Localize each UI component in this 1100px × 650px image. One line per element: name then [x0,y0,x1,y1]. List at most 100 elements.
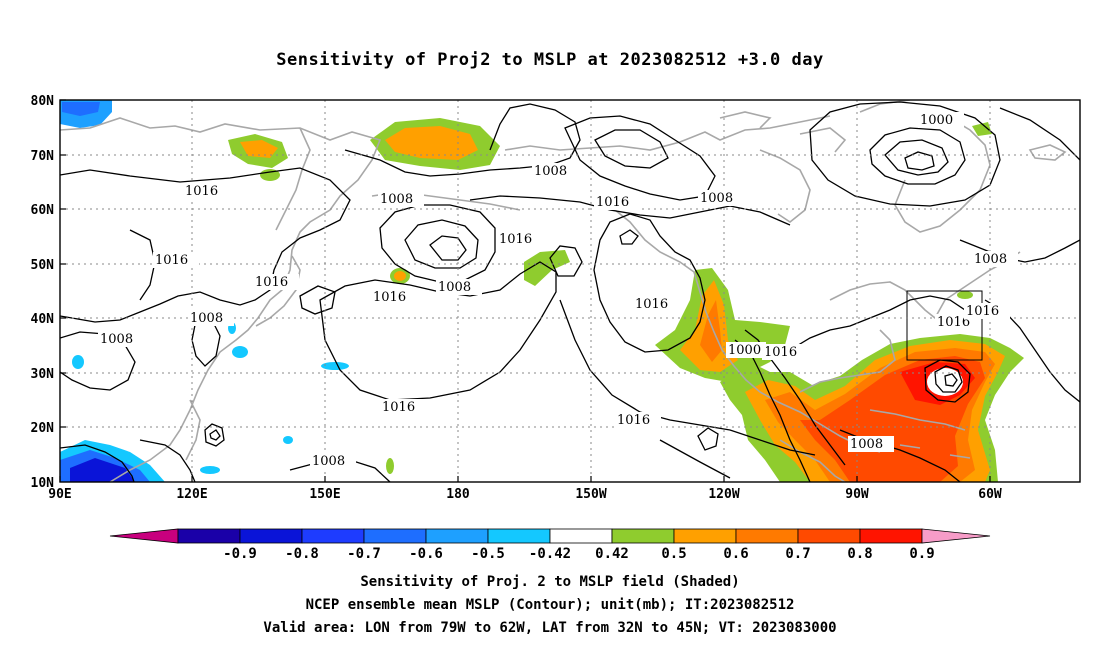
contour-label: 1016 [617,413,650,428]
negative-shade-small-6 [200,466,220,474]
contour-label: 1008 [100,332,133,347]
contour-1008-bering [344,103,581,177]
contour-label: 1016 [937,315,970,330]
asia-coast [60,117,382,482]
hudson-bay [759,149,811,223]
na-west-coast [597,199,881,453]
colorbar-segment [735,528,799,544]
colorbar-tick-label: 0.6 [723,546,748,562]
lon-tick-label: 150W [575,487,606,502]
contour-small-pacific-2 [299,285,336,315]
contour-1016-east-na [789,295,976,351]
contour-label: 1016 [255,275,288,290]
contour-1016-north-atlantic [999,107,1080,161]
colorbar-tick-label: -0.7 [347,546,381,562]
colorbar-tick-label: 0.9 [909,546,934,562]
contour-label: 1008 [700,191,733,206]
positive-shade-kamchatka-core [240,140,278,158]
mslp-contours [60,101,1080,482]
longitude-labels: 90E 120E 150E 180 150W 120W 90W 60W [48,487,1002,502]
lat-tick-label: 20N [31,421,55,436]
contour-1016-west [60,167,351,323]
contour-hurricane-outer [924,359,971,403]
positive-shade-small-3 [394,271,406,281]
colorbar-segment [425,528,489,544]
colorbar-segment [611,528,675,544]
positive-shade-gulf-of-alaska [524,250,570,286]
colorbar-tick-label: 0.42 [595,546,629,562]
contour-1004-pacific-low [404,219,479,269]
contour-label: 1008 [190,311,223,326]
lon-tick-label: 120W [708,487,739,502]
contour-1016-na-high [593,213,706,353]
contour-label: 1008 [380,192,413,207]
contour-label: 1016 [966,304,999,319]
na-east-coast [829,251,1021,320]
lat-tick-label: 10N [31,476,55,491]
lon-tick-label: 120E [176,487,207,502]
contour-1008-south-asia [60,444,135,482]
colorbar-tick-label: -0.6 [409,546,443,562]
map-frame [59,99,1081,483]
contour-1016-north-pacific [469,195,791,226]
lat-tick-label: 70N [31,149,55,164]
caption-line-1: Sensitivity of Proj. 2 to MSLP field (Sh… [360,574,740,590]
positive-shade-small-1 [260,169,280,181]
contour-1000-pacific-low [429,235,467,261]
caribbean-islands [869,409,971,459]
colorbar-segment [239,528,303,544]
positive-shade-greenland [972,122,992,136]
contour-label: 1000 [728,343,761,358]
lon-tick-label: 150E [309,487,340,502]
contour-hurricane-inner [944,373,958,387]
colorbar-left-arrow [109,528,179,544]
positive-shade-west-coast-inner [700,300,722,362]
contour-label: 1008 [312,454,345,469]
contour-1016-aleutian-small [549,245,583,277]
colorbar-labels: -0.9 -0.8 -0.7 -0.6 -0.5 -0.42 0.42 0.5 0.6 0.7 0.… [223,546,935,562]
contour-label: 1000 [920,113,953,128]
positive-shade-small-4 [386,458,394,474]
contour-1008-alaska [564,115,716,201]
contour-label: 1016 [155,253,188,268]
contour-1016-central-pacific [319,261,557,401]
lon-tick-label: 180 [446,487,470,502]
colorbar-segment [549,528,613,544]
map-title: Sensitivity of Proj2 to MSLP at 20230825… [276,50,824,70]
greenland-coast [859,100,991,233]
contour-1008-pacific-low [379,204,496,283]
contour-label: 1016 [382,400,415,415]
contour-hurricane-mid [934,365,963,393]
contour-label: 1016 [596,195,629,210]
lat-tick-label: 40N [31,312,55,327]
lat-tick-label: 50N [31,258,55,273]
colorbar-tick-label: 0.7 [785,546,810,562]
contour-label-group: 1000 1008 1008 1008 1008 1008 1008 1008 … [98,112,1018,469]
positive-shade-pacific-north-core [385,126,478,160]
negative-shade-small-4 [283,436,293,444]
contour-label: 1008 [974,252,1007,267]
contour-label: 1016 [764,345,797,360]
contour-philippine-low-inner [209,429,221,441]
contour-small-pacific-3 [619,229,639,245]
contour-1000-alaska [594,129,669,169]
contour-1000-greenland [869,127,966,185]
lat-tick-label: 60N [31,203,55,218]
valid-area-box [906,290,983,361]
colorbar-segment [673,528,737,544]
colorbar-right-arrow [921,528,991,544]
colorbar-segment [363,528,427,544]
contour-philippine-low [204,423,225,447]
colorbar-segment [487,528,551,544]
alaska-coast [504,115,831,151]
contour-small-sw [697,427,719,451]
lat-tick-label: 30N [31,367,55,382]
iceland-coast [1028,144,1067,161]
canadian-archipelago [719,111,847,153]
colorbar-segment [859,528,923,544]
caption-line-2: NCEP ensemble mean MSLP (Contour); unit(… [305,597,795,613]
positive-shade-small-5 [957,291,973,299]
lat-tick-label: 80N [31,94,55,109]
contour-label: 1016 [373,290,406,305]
